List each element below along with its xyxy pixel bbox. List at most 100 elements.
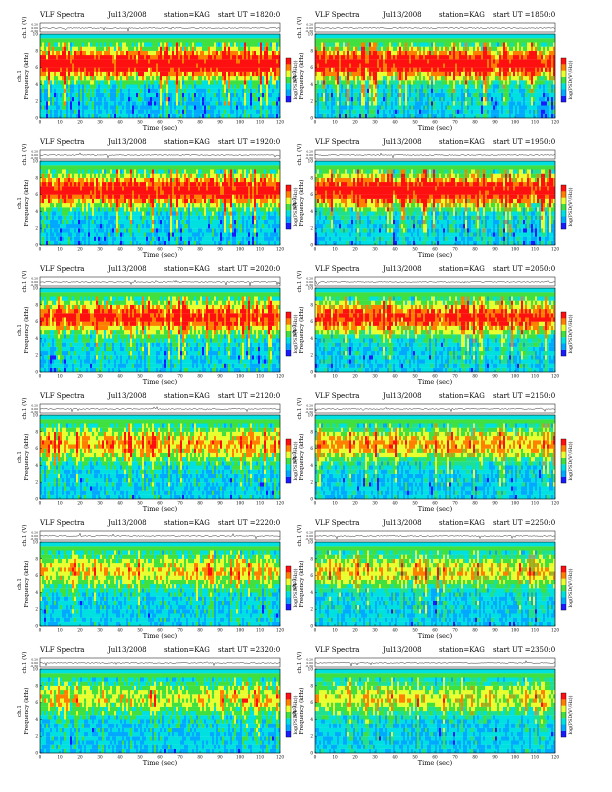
spectrogram-cell: [272, 113, 275, 119]
spectrogram-cell: [128, 67, 131, 72]
spectrogram-cell: [457, 80, 460, 85]
spectrogram-cell: [64, 80, 67, 85]
spectrogram-cell: [533, 42, 536, 47]
spectrogram-cell: [375, 80, 378, 85]
spectrogram-cell: [363, 46, 366, 51]
spectrogram-cell: [224, 38, 227, 43]
spectrogram-cell: [439, 113, 442, 119]
spectrogram-cell: [52, 42, 55, 47]
spectrogram-cell: [94, 84, 97, 89]
spectrogram-cell: [355, 50, 358, 56]
spectrogram-cell: [329, 59, 332, 64]
spectrogram-cell: [421, 50, 424, 56]
spectrogram-cell: [252, 46, 255, 51]
spectrogram-cell: [272, 76, 275, 81]
spectrogram-cell: [519, 34, 522, 39]
spectrogram-cell: [377, 50, 380, 56]
spectrogram-cell: [481, 109, 484, 114]
spectrogram-cell: [321, 105, 324, 110]
spectrogram-cell: [232, 46, 235, 51]
spectrogram-cell: [349, 88, 352, 93]
waveform-tick-label: -0.30: [305, 29, 313, 33]
spectrogram-cell: [389, 67, 392, 72]
spectrogram-cell: [377, 92, 380, 98]
spectrogram-cell: [395, 46, 398, 51]
spectrogram-cell: [521, 88, 524, 93]
spectrogram-cell: [236, 71, 239, 77]
spectrogram-cell: [190, 109, 193, 114]
spectrogram-cell: [90, 109, 93, 114]
spectrogram-cell: [347, 97, 350, 102]
spectrogram-cell: [114, 84, 117, 89]
spectrogram-cell: [509, 84, 512, 89]
spectrogram-cell: [100, 113, 103, 119]
x-tick-label: 30: [372, 120, 378, 125]
spectrogram-cell: [391, 55, 394, 60]
spectrogram-cell: [359, 59, 362, 64]
spectrogram-cell: [200, 42, 203, 47]
spectrogram-cell: [104, 71, 107, 77]
spectrogram-cell: [415, 88, 418, 93]
spectrogram-cell: [325, 34, 328, 39]
spectrogram-cell: [148, 76, 151, 81]
spectrogram-cell: [136, 71, 139, 77]
spectrogram-cell: [264, 80, 267, 85]
spectrogram-cell: [549, 46, 552, 51]
spectrogram-cell: [254, 63, 257, 68]
spectrogram-cell: [198, 42, 201, 47]
spectrogram-cell: [525, 42, 528, 47]
spectrogram-cell: [154, 76, 157, 81]
spectrogram-cell: [90, 34, 93, 39]
spectrogram-cell: [152, 50, 155, 56]
spectrogram-cell: [64, 92, 67, 98]
spectrogram-cell: [56, 42, 59, 47]
spectrogram-cell: [317, 92, 320, 98]
spectrogram-cell: [208, 92, 211, 98]
spectrogram-cell: [192, 71, 195, 77]
spectrogram-cell: [315, 71, 318, 77]
spectrogram-cell: [479, 46, 482, 51]
spectrogram-cell: [427, 84, 430, 89]
spectrogram-cell: [543, 50, 546, 56]
spectrogram-cell: [68, 71, 71, 77]
spectrogram-cell: [319, 113, 322, 119]
spectrogram-cell: [100, 71, 103, 77]
spectrogram-cell: [395, 55, 398, 60]
spectrogram-cell: [337, 55, 340, 60]
spectrogram-cell: [128, 92, 131, 98]
spectrogram-cell: [371, 76, 374, 81]
spectrogram-cell: [130, 109, 133, 114]
spectrogram-cell: [331, 80, 334, 85]
spectrogram-cell: [198, 71, 201, 77]
spectrogram-cell: [122, 97, 125, 102]
spectrogram-cell: [529, 67, 532, 72]
spectrogram-cell: [102, 97, 105, 102]
spectrogram-cell: [54, 55, 57, 60]
spectrogram-cell: [533, 55, 536, 60]
spectrogram-cell: [537, 101, 540, 106]
spectrogram-cell: [483, 97, 486, 102]
spectrogram-cell: [361, 97, 364, 102]
spectrogram-cell: [475, 80, 478, 85]
spectrogram-cell: [88, 63, 91, 68]
spectrogram-cell: [519, 63, 522, 68]
spectrogram-cell: [451, 92, 454, 98]
spectrogram-cell: [493, 101, 496, 106]
spectrogram-cell: [148, 71, 151, 77]
spectrogram-cell: [423, 101, 426, 106]
spectrogram-cell: [425, 46, 428, 51]
spectrogram-cell: [349, 50, 352, 56]
spectrogram-cell: [256, 76, 259, 81]
colorbar-segment: [561, 70, 566, 77]
spectrogram-cell: [447, 101, 450, 106]
spectrogram-cell: [112, 50, 115, 56]
spectrogram-cell: [234, 59, 237, 64]
spectrogram-cell: [317, 88, 320, 93]
spectrogram-cell: [170, 63, 173, 68]
spectrogram-cell: [134, 113, 137, 119]
spectrogram-cell: [551, 101, 554, 106]
spectrogram-cell: [210, 38, 213, 43]
spectrogram-cell: [527, 63, 530, 68]
spectrogram-cell: [42, 97, 45, 102]
